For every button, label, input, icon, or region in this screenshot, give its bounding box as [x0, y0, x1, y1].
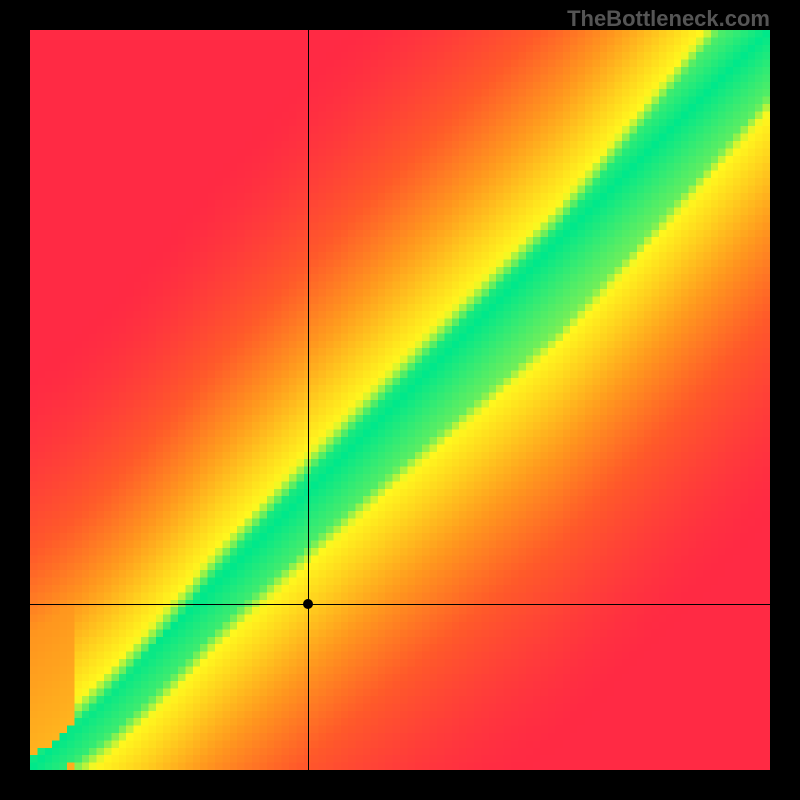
data-marker [303, 599, 313, 609]
crosshair-vertical [308, 30, 309, 770]
crosshair-horizontal [30, 604, 770, 605]
plot-area [30, 30, 770, 770]
watermark-text: TheBottleneck.com [567, 6, 770, 32]
heatmap-canvas [30, 30, 770, 770]
